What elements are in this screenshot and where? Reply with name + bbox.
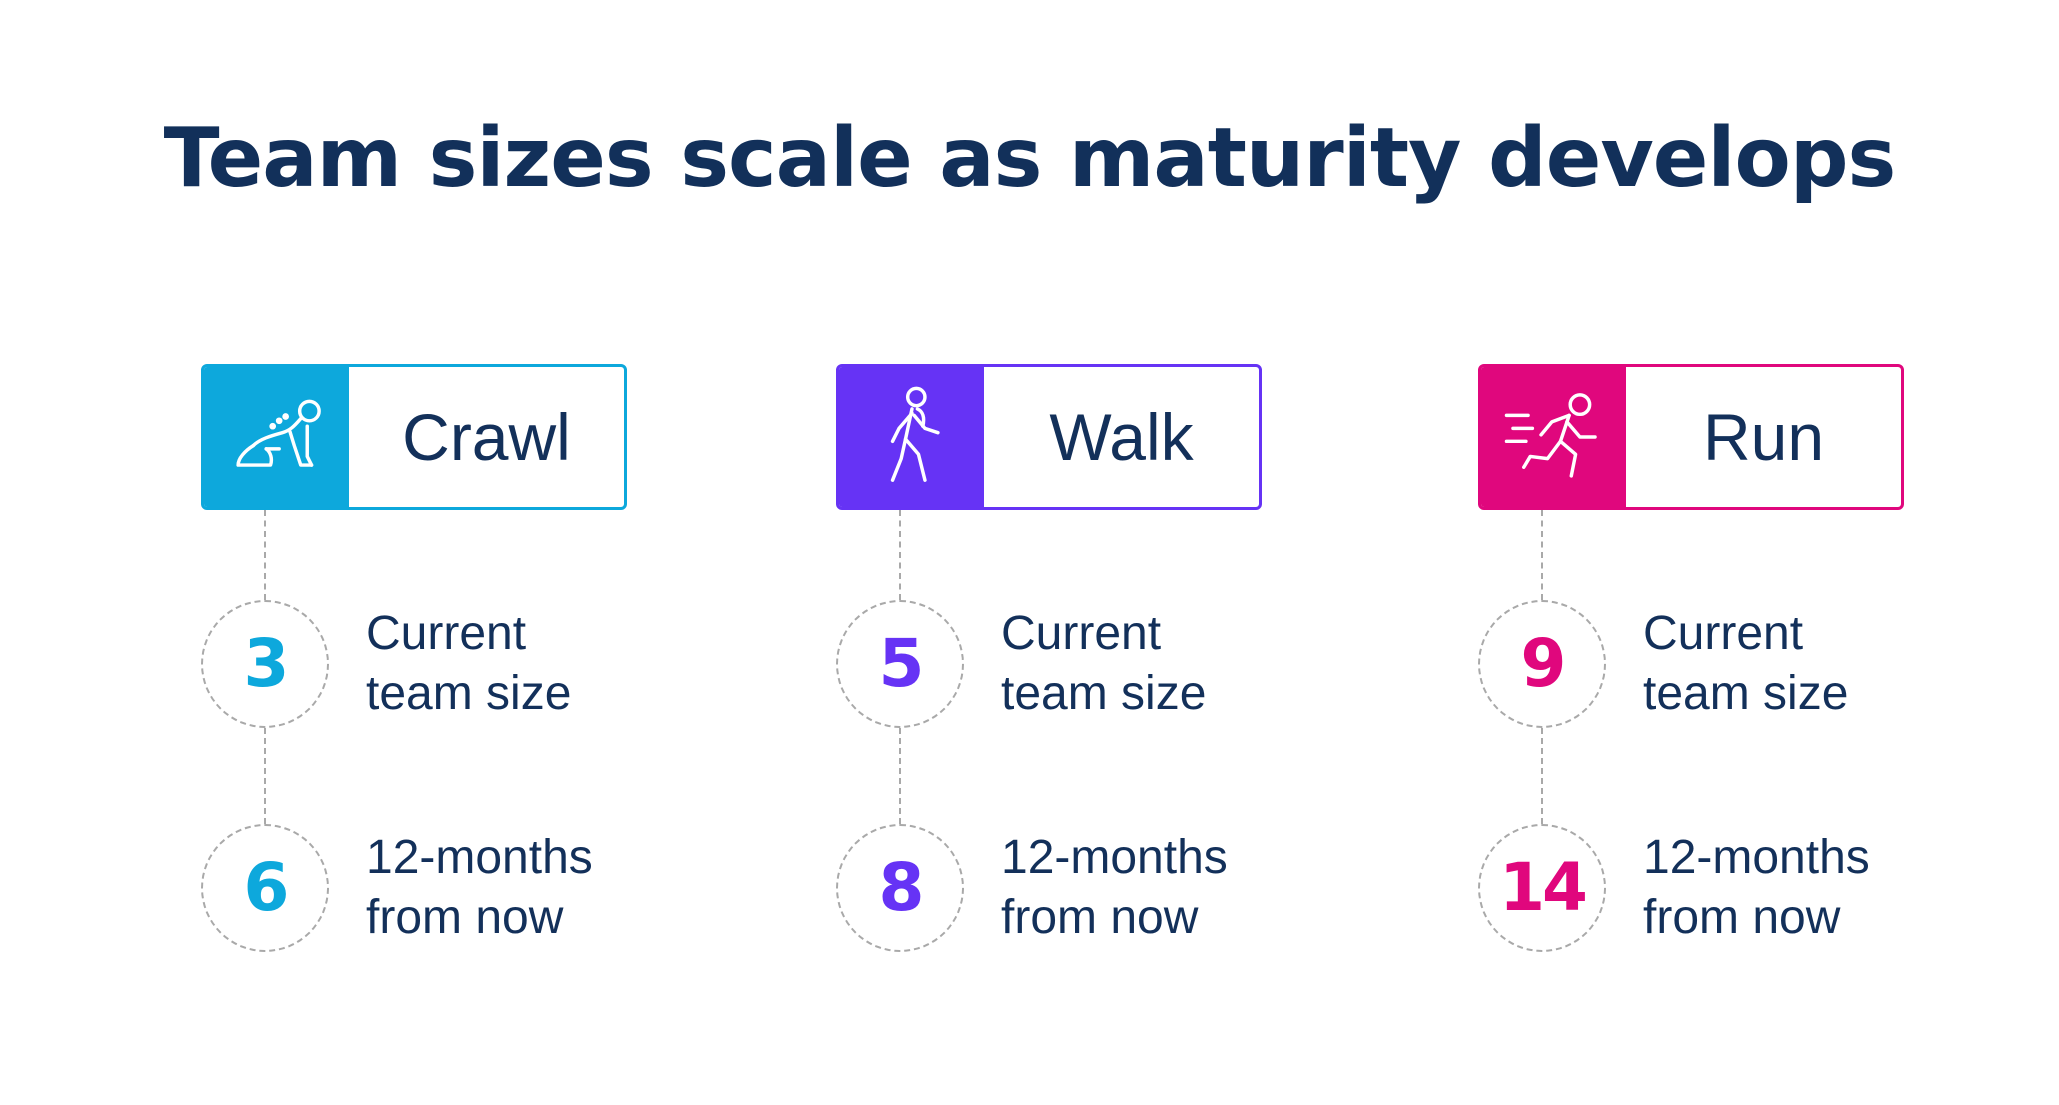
metric-label-line1: 12-months xyxy=(1643,831,1870,884)
connector-line xyxy=(264,510,266,600)
walking-person-icon xyxy=(890,386,940,482)
stage-icon-box xyxy=(839,367,984,507)
metric-label-line2: from now xyxy=(1001,891,1199,944)
connector-line xyxy=(899,728,901,824)
stage-crawl: Crawl 3 Current team size 6 12-months fr… xyxy=(201,0,631,1105)
metric-label-line1: 12-months xyxy=(366,831,593,884)
metric-label-line2: team size xyxy=(366,667,572,720)
stage-walk: Walk 5 Current team size 8 12-months fro… xyxy=(836,0,1266,1105)
stage-label: Crawl xyxy=(402,400,571,474)
stage-label: Walk xyxy=(1049,400,1194,474)
metric-label: Current team size xyxy=(1643,604,1913,724)
metric-current: 3 Current team size xyxy=(201,600,631,728)
metric-label-line2: from now xyxy=(1643,891,1841,944)
stage-card: Crawl xyxy=(201,364,627,510)
metric-label-line1: Current xyxy=(1001,607,1162,660)
metric-value: 14 xyxy=(1478,824,1606,952)
stage-card: Walk xyxy=(836,364,1262,510)
metric-value: 8 xyxy=(836,824,964,952)
metric-label-line2: from now xyxy=(366,891,564,944)
metric-label: 12-months from now xyxy=(366,828,636,948)
stage-icon-box xyxy=(1481,367,1626,507)
metric-current: 5 Current team size xyxy=(836,600,1266,728)
metric-label-line1: Current xyxy=(1643,607,1804,660)
metric-label: Current team size xyxy=(366,604,636,724)
metric-value: 6 xyxy=(201,824,329,952)
running-person-icon xyxy=(1504,393,1597,478)
metric-value: 3 xyxy=(201,600,329,728)
connector-line xyxy=(1541,510,1543,600)
metric-future: 6 12-months from now xyxy=(201,824,631,952)
page-title: Team sizes scale as maturity develops xyxy=(163,111,1897,206)
metric-label-line1: 12-months xyxy=(1001,831,1228,884)
connector-line xyxy=(264,728,266,824)
metric-value: 9 xyxy=(1478,600,1606,728)
metric-label: Current team size xyxy=(1001,604,1271,724)
stage-icon-box xyxy=(204,367,349,507)
stage-card: Run xyxy=(1478,364,1904,510)
metric-label: 12-months from now xyxy=(1001,828,1271,948)
metric-label: 12-months from now xyxy=(1643,828,1913,948)
metric-label-line1: Current xyxy=(366,607,527,660)
connector-line xyxy=(899,510,901,600)
metric-future: 8 12-months from now xyxy=(836,824,1266,952)
metric-future: 14 12-months from now xyxy=(1478,824,1908,952)
stage-run: Run 9 Current team size 14 12-months fro… xyxy=(1478,0,1908,1105)
metric-label-line2: team size xyxy=(1001,667,1207,720)
metric-value: 5 xyxy=(836,600,964,728)
metric-label-line2: team size xyxy=(1643,667,1849,720)
stage-label: Run xyxy=(1702,400,1825,474)
metric-current: 9 Current team size xyxy=(1478,600,1908,728)
connector-line xyxy=(1541,728,1543,824)
crawling-person-icon xyxy=(235,399,321,467)
